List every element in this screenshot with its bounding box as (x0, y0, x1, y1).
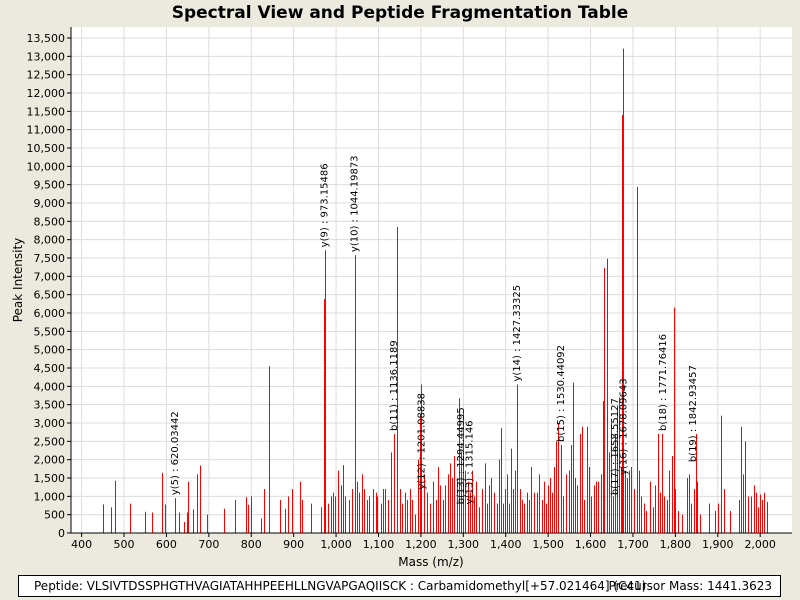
y-tick-label: 3,500 (34, 399, 66, 412)
y-tick-label: 1,500 (34, 472, 66, 485)
y-tick-label: 500 (44, 509, 65, 522)
x-tick-label: 600 (156, 538, 177, 551)
y-tick-label: 6,000 (34, 307, 66, 320)
x-axis-title: Mass (m/z) (398, 555, 463, 569)
y-tick-label: 8,000 (34, 234, 66, 247)
y-tick-label: 9,500 (34, 179, 66, 192)
x-tick-label: 1,900 (702, 538, 734, 551)
x-tick-label: 1,200 (405, 538, 437, 551)
peak-annotation: y(9) : 973.15486 (320, 163, 331, 247)
x-tick-label: 1,600 (575, 538, 607, 551)
peak-annotation: y(10) : 1044.19873 (350, 155, 361, 252)
peak-annotation: y(14) : 1427.33325 (512, 285, 523, 382)
peptide-info-bar: Peptide: VLSIVTDSSPHGTHVAGIATAHHPEEHLLNG… (18, 575, 781, 597)
peaks-layer (103, 48, 768, 533)
peak-annotation: b(11) : 1136.1189 (389, 340, 400, 431)
x-tick-label: 500 (114, 538, 135, 551)
x-tick-label: 700 (198, 538, 219, 551)
y-tick-label: 1,000 (34, 490, 66, 503)
grid-layer (71, 27, 792, 533)
peak-annotation: y(5) : 620.03442 (170, 411, 181, 495)
x-tick-label: 400 (71, 538, 92, 551)
x-tick-label: 2,000 (744, 538, 776, 551)
peak-annotation: y(16) : 1678.09643 (619, 378, 630, 475)
y-tick-label: 13,500 (27, 32, 66, 45)
y-tick-label: 2,000 (34, 454, 66, 467)
x-tick-label: 1,500 (532, 538, 564, 551)
y-tick-label: 5,500 (34, 325, 66, 338)
y-tick-label: 13,000 (27, 50, 66, 63)
y-tick-label: 8,500 (34, 215, 66, 228)
y-tick-label: 0 (58, 527, 65, 540)
peak-annotation: b(15) : 1530.44092 (556, 345, 567, 442)
y-axis-title: Peak Intensity (11, 238, 25, 323)
y-tick-label: 7,000 (34, 270, 66, 283)
y-tick-label: 12,000 (27, 87, 66, 100)
y-tick-label: 4,000 (34, 380, 66, 393)
precursor-mass: Precursor Mass: 1441.3623 (608, 579, 772, 593)
x-tick-label: 1,000 (320, 538, 352, 551)
y-tick-label: 7,500 (34, 252, 66, 265)
x-tick-label: 1,100 (363, 538, 395, 551)
peak-annotation: b(18) : 1771.76416 (658, 334, 669, 431)
x-tick-label: 1,400 (490, 538, 522, 551)
x-tick-label: 900 (283, 538, 304, 551)
y-tick-label: 4,500 (34, 362, 66, 375)
peak-annotation: b(13) : 1294.44995 (456, 407, 467, 504)
annotation-layer: y(5) : 620.03442 y(9) : 973.15486 y(10) : … (170, 155, 699, 504)
y-tick-label: 5,000 (34, 344, 66, 357)
x-tick-label: 1,300 (448, 538, 480, 551)
peak-annotation: b(19) : 1842.93457 (688, 365, 699, 462)
peak-annotation: y(12) : 1201.08838 (416, 393, 427, 490)
peak-annotation: b(17) : 1658.55127 (610, 398, 621, 495)
y-tick-label: 10,500 (27, 142, 66, 155)
y-tick-label: 6,500 (34, 289, 66, 302)
x-tick-label: 1,700 (617, 538, 649, 551)
chart-title: Spectral View and Peptide Fragmentation … (171, 3, 629, 23)
x-tick-label: 1,800 (660, 538, 692, 551)
y-tick-label: 12,500 (27, 69, 66, 82)
peak-annotation: y(13) : 1315.146 (465, 420, 476, 504)
axis-layer: 0 500 1,000 1,500 2,000 2,500 3,000 3,500 4,000 4… (27, 27, 792, 551)
x-tick-label: 800 (241, 538, 262, 551)
spectrum-chart: 0 500 1,000 1,500 2,000 2,500 3,000 3,500 4,000 4… (11, 27, 792, 569)
y-tick-label: 3,000 (34, 417, 66, 430)
y-tick-label: 11,000 (27, 124, 66, 137)
y-tick-label: 10,000 (27, 160, 66, 173)
peptide-sequence: Peptide: VLSIVTDSSPHGTHVAGIATAHHPEEHLLNG… (34, 579, 647, 593)
y-tick-label: 11,500 (27, 105, 66, 118)
y-tick-label: 2,500 (34, 435, 66, 448)
y-tick-label: 9,000 (34, 197, 66, 210)
